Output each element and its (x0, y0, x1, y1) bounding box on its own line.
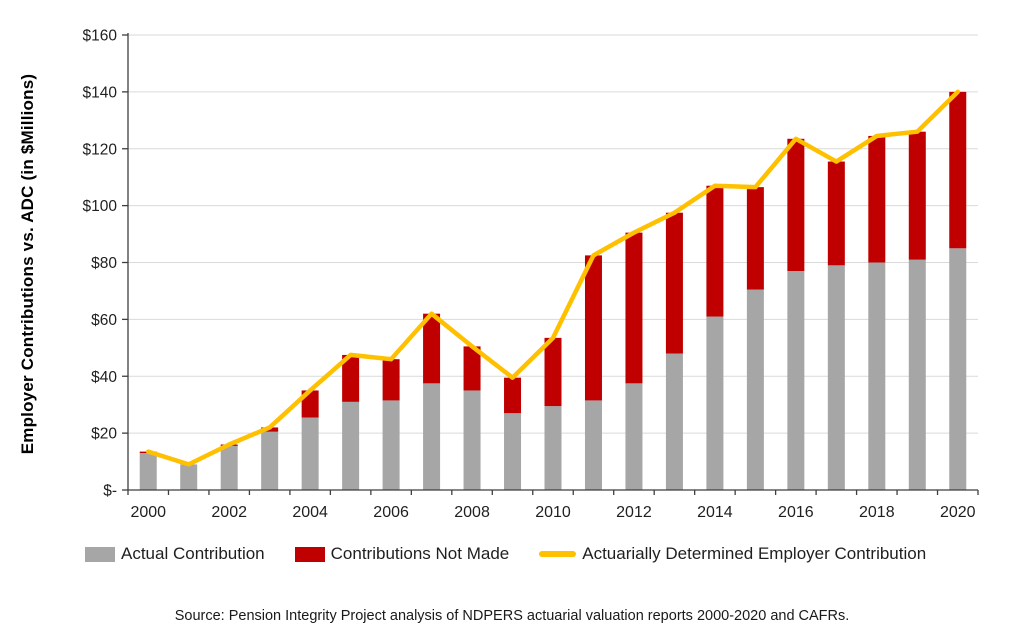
x-tick-label: 2016 (778, 504, 814, 521)
bar-contributions-not-made (787, 138, 805, 272)
bar-contributions-not-made (544, 337, 562, 407)
bar-contributions-not-made (463, 346, 481, 391)
bar-actual-contribution (301, 417, 319, 490)
bar-contributions-not-made (382, 359, 400, 401)
y-tick-label: $100 (83, 198, 118, 215)
plot-area: $- $20 $40 $60 $80 $100 $120 $140 $160 2000 2002 20… (83, 28, 979, 521)
bar-actual-contribution (544, 406, 562, 490)
actual-contribution-swatch-icon (85, 546, 115, 562)
bar-contributions-not-made (868, 135, 886, 263)
y-tick-label: $60 (91, 312, 117, 329)
legend-item-contributions-not-made: Contributions Not Made (294, 544, 510, 564)
y-tick-label: $20 (91, 426, 117, 443)
x-tick-label: 2012 (616, 504, 652, 521)
bar-actual-contribution (827, 265, 845, 490)
bar-actual-contribution (625, 383, 643, 490)
bar-actual-contribution (423, 383, 441, 490)
bar-actual-contribution (787, 271, 805, 490)
bar-contributions-not-made (342, 354, 360, 402)
bar-actual-contribution (220, 445, 238, 490)
y-tick-label: $80 (91, 255, 117, 272)
y-tick-label: $40 (91, 369, 117, 386)
bar-actual-contribution (463, 390, 481, 490)
adec-line-swatch-icon (539, 551, 577, 557)
x-tick-label: 2020 (940, 504, 976, 521)
legend-label-contributions-not-made: Contributions Not Made (330, 544, 510, 563)
bar-contributions-not-made (665, 212, 683, 354)
source-note: Source: Pension Integrity Project analys… (174, 608, 850, 624)
x-tick-label: 2010 (535, 504, 571, 521)
legend-item-adec-line: Actuarially Determined Employer Contribu… (539, 544, 926, 564)
bar-contributions-not-made (827, 161, 845, 266)
x-tick-label: 2008 (454, 504, 490, 521)
legend-item-actual-contribution: Actual Contribution (85, 544, 265, 564)
legend-label-adec: Actuarially Determined Employer Contribu… (582, 544, 927, 563)
y-tick-label: $- (103, 483, 117, 500)
x-tick-label: 2004 (292, 504, 328, 521)
bar-actual-contribution (584, 400, 602, 490)
bar-actual-contribution (706, 316, 724, 490)
bar-actual-contribution (908, 259, 926, 490)
x-tick-label: 2000 (130, 504, 166, 521)
bar-contributions-not-made (584, 255, 602, 401)
bar-contributions-not-made (423, 313, 441, 384)
bar-contributions-not-made (908, 131, 926, 260)
bar-contributions-not-made (625, 232, 643, 384)
x-tick-label: 2014 (697, 504, 733, 521)
bar-contributions-not-made (504, 377, 522, 414)
x-tick-label: 2018 (859, 504, 895, 521)
bar-contributions-not-made (746, 187, 764, 290)
bar-contributions-not-made (949, 91, 967, 249)
bar-actual-contribution (949, 248, 967, 490)
bar-actual-contribution (504, 413, 522, 490)
bar-actual-contribution (139, 453, 157, 490)
bar-actual-contribution (868, 262, 886, 490)
adec-line (145, 89, 961, 467)
bar-actual-contribution (665, 353, 683, 490)
bar-actual-contribution (261, 431, 279, 490)
x-tick-label: 2006 (373, 504, 409, 521)
y-tick-label: $160 (83, 28, 118, 45)
y-tick-label: $120 (83, 141, 118, 158)
contributions-not-made-swatch-icon (294, 546, 325, 562)
x-tick-label: 2002 (211, 504, 247, 521)
bar-actual-contribution (746, 289, 764, 490)
y-tick-label: $140 (83, 84, 118, 101)
bar-actual-contribution (382, 400, 400, 490)
bar-actual-contribution (342, 401, 360, 490)
legend: Actual Contribution Contributions Not Ma… (85, 544, 1024, 564)
y-axis-title: Employer Contributions vs. ADC (in $Mill… (18, 73, 37, 455)
bar-actual-contribution (180, 464, 198, 490)
legend-label-actual-contribution: Actual Contribution (121, 544, 265, 563)
bar-contributions-not-made (706, 185, 724, 317)
